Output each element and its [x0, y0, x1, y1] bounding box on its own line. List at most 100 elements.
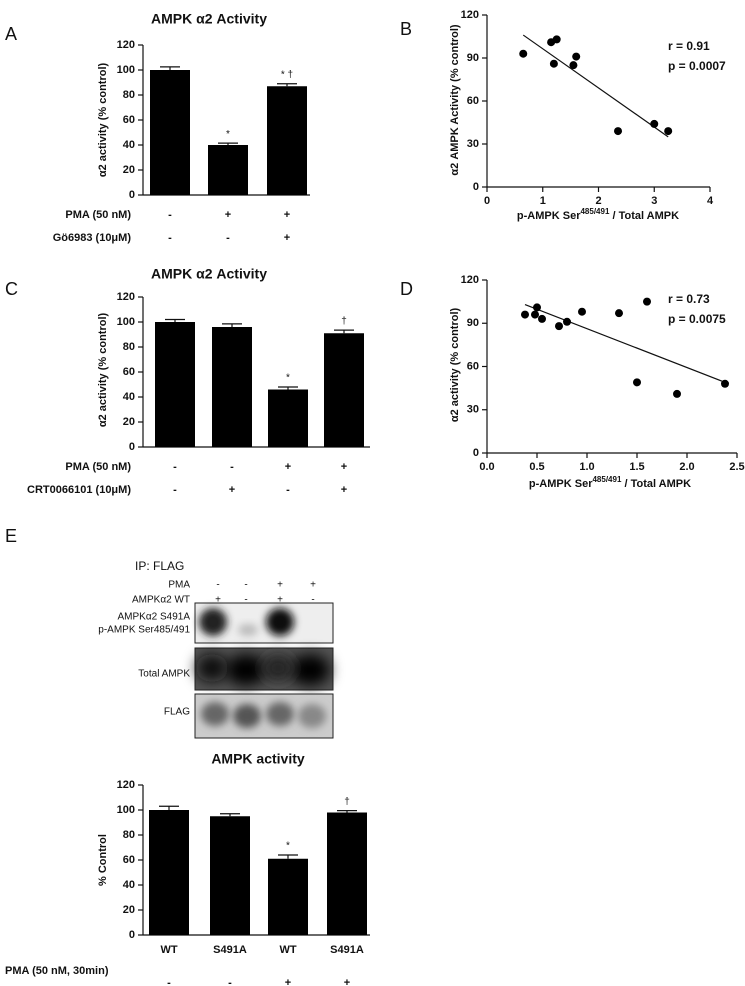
x-axis-label-part: 485/491 — [580, 207, 609, 216]
significance: * — [226, 129, 230, 140]
condition-label: PMA (50 nM, 30min) — [5, 965, 109, 977]
y-axis-label: α2 activity (% control) — [449, 307, 461, 422]
x-tick-label: S491A — [213, 944, 247, 956]
bar — [324, 333, 364, 447]
significance: * † — [281, 69, 293, 80]
x-axis-label-part: p-AMPK Ser — [529, 478, 593, 490]
condition-sign: - — [168, 209, 172, 221]
y-tick-label: 30 — [467, 138, 479, 150]
bar — [210, 816, 250, 935]
condition-label: PMA (50 nM) — [65, 461, 131, 473]
x-tick-label: 0 — [484, 195, 490, 207]
condition-sign: + — [284, 232, 290, 244]
x-tick-label: 1.5 — [629, 461, 644, 473]
annotation: r = 0.91 — [668, 39, 710, 53]
significance: * — [286, 373, 290, 384]
blot-band — [238, 624, 258, 636]
bar — [327, 812, 367, 935]
y-tick-label: 20 — [123, 904, 135, 916]
blot-title: IP: FLAG — [135, 559, 184, 573]
point — [563, 317, 571, 326]
x-tick-label: 2.5 — [729, 461, 744, 473]
bar — [208, 145, 248, 195]
blot-band — [266, 702, 294, 726]
y-tick-label: 40 — [123, 391, 135, 403]
annotation: p = 0.0007 — [668, 59, 726, 73]
blot-condition: AMPKα2 WT — [132, 595, 190, 606]
blot-condition: AMPKα2 S491A — [118, 612, 191, 623]
point — [533, 303, 541, 312]
blot-condition: PMA — [168, 580, 190, 591]
blot-sign: + — [277, 595, 283, 606]
chart-title: AMPK α2 Activity — [151, 266, 267, 282]
point — [673, 389, 681, 398]
blot-band — [298, 704, 326, 728]
y-tick-label: 60 — [123, 114, 135, 126]
condition-sign: - — [228, 977, 232, 986]
blot-band — [201, 702, 229, 726]
annotation: p = 0.0075 — [668, 312, 726, 326]
point — [519, 49, 528, 58]
x-axis-label: p-AMPK Ser485/491 / Total AMPK — [529, 475, 691, 490]
point — [538, 314, 546, 323]
y-axis-label: α2 AMPK Activity (% control) — [449, 24, 461, 176]
blot-sign: + — [215, 595, 221, 606]
point — [664, 127, 673, 136]
condition-sign: + — [341, 461, 347, 473]
y-tick-label: 80 — [123, 341, 135, 353]
x-axis-label-part: / Total AMPK — [621, 478, 691, 490]
bar — [150, 70, 190, 195]
point — [552, 35, 561, 44]
y-tick-label: 40 — [123, 139, 135, 151]
chart-title: AMPK activity — [211, 751, 305, 767]
fit-line — [524, 303, 726, 383]
condition-sign: - — [230, 461, 234, 473]
point — [572, 52, 581, 61]
x-tick-label: WT — [160, 944, 177, 956]
y-tick-label: 80 — [123, 89, 135, 101]
point — [615, 309, 623, 318]
blot-sign: + — [277, 580, 283, 591]
y-tick-label: 60 — [467, 360, 479, 372]
point — [650, 119, 659, 128]
annotation: r = 0.73 — [668, 292, 710, 306]
x-tick-label: 2 — [595, 195, 601, 207]
y-tick-label: 100 — [117, 64, 135, 76]
blot-sign: - — [244, 580, 247, 591]
y-tick-label: 100 — [117, 804, 135, 816]
condition-sign: + — [285, 461, 291, 473]
condition-sign: + — [341, 484, 347, 496]
x-tick-label: WT — [279, 944, 296, 956]
panel-letter: B — [400, 19, 412, 39]
x-tick-label: 0.5 — [529, 461, 544, 473]
x-axis-label: p-AMPK Ser485/491 / Total AMPK — [517, 207, 679, 222]
blot-band — [196, 654, 228, 682]
fit-line — [522, 34, 669, 138]
point — [721, 379, 729, 388]
condition-sign: + — [229, 484, 235, 496]
x-axis-label-part: p-AMPK Ser — [517, 210, 581, 222]
y-tick-label: 100 — [117, 316, 135, 328]
condition-sign: + — [225, 209, 231, 221]
bar — [268, 389, 308, 447]
y-tick-label: 120 — [461, 9, 479, 21]
bar — [267, 86, 307, 195]
condition-sign: + — [284, 209, 290, 221]
y-tick-label: 0 — [129, 441, 135, 453]
panel-letter: E — [5, 526, 17, 546]
y-tick-label: 30 — [467, 404, 479, 416]
condition-label: CRT0066101 (10μM) — [27, 484, 131, 496]
x-tick-label: 0.0 — [479, 461, 494, 473]
panel-letter: D — [400, 279, 413, 299]
condition-sign: - — [167, 977, 171, 986]
bar — [155, 322, 195, 447]
x-tick-label: 4 — [707, 195, 714, 207]
significance: † — [341, 316, 347, 327]
bar — [212, 327, 252, 447]
y-tick-label: 120 — [461, 274, 479, 286]
blot-band — [266, 608, 294, 636]
y-axis-label: α2 activity (% control) — [97, 62, 109, 177]
y-tick-label: 0 — [129, 189, 135, 201]
blot: E IP: FLAG PMA AMPKα2 WT AMPKα2 S491A - -… — [5, 526, 334, 739]
